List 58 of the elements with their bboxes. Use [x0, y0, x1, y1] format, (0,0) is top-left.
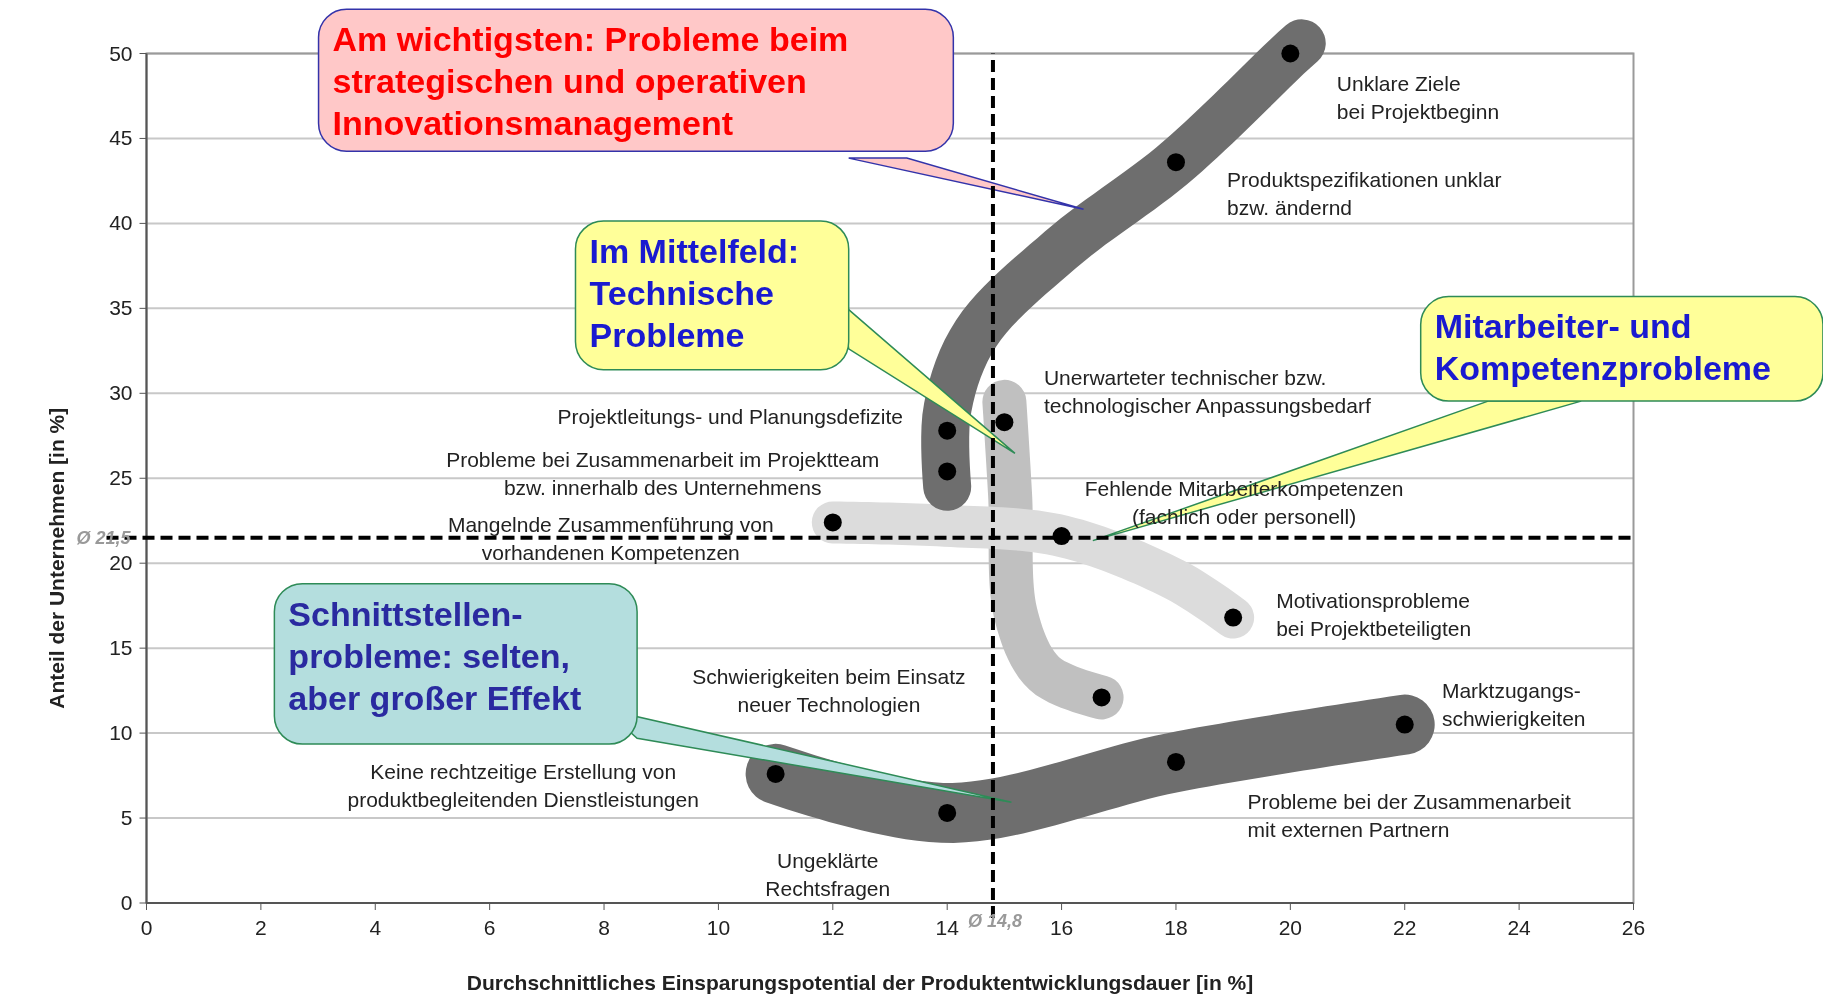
point	[766, 764, 785, 783]
x-tick-label: 22	[1393, 916, 1417, 939]
y-tick-label: 15	[109, 636, 133, 660]
y-tick-label: 5	[120, 806, 133, 830]
y-tick-label: 40	[109, 211, 133, 235]
point	[1281, 44, 1300, 63]
y-tick-label: 20	[109, 551, 133, 575]
y-tick-label: 45	[109, 126, 133, 150]
annotation: Am wichtigsten: Probleme beim strategischen und operativen Innovationsmanagement	[332, 20, 849, 143]
annotation: Schwierigkeiten beim Einsatz neuer Technologien	[692, 664, 966, 716]
annotation: Unklare Ziele bei Projektbeginn	[1336, 71, 1500, 123]
point	[938, 421, 957, 440]
point	[938, 462, 957, 481]
x-tick-label: 16	[1049, 916, 1074, 939]
annotation: Keine rechtzeitige Erstellung von produktbegleitenden Dienstleistungen	[347, 759, 699, 811]
x-tick-label: 6	[483, 916, 496, 939]
y-axis-title: Anteil der Unternehmen [in %]	[45, 407, 68, 709]
ref-line-label: Ø 21,5	[76, 527, 132, 548]
ref-line-label: Ø 14,8	[967, 911, 1022, 931]
x-tick-label: 20	[1278, 916, 1303, 939]
point	[938, 803, 957, 822]
annotation: Projektleitungs- und Planungsdefizite	[557, 404, 904, 428]
x-tick-label: 0	[140, 916, 153, 939]
annotation: Motivationsprobleme bei Projektbeteiligten	[1276, 589, 1472, 641]
point	[995, 413, 1014, 432]
x-tick-label: 14	[935, 916, 960, 939]
y-tick-label: 0	[120, 891, 133, 914]
point	[1052, 527, 1071, 546]
annotation: Marktzugangs- schwierigkeiten	[1441, 678, 1586, 730]
y-tick-label: 25	[109, 466, 133, 490]
annotation: Produktspezifikationen unklar bzw. ändernd	[1227, 167, 1502, 219]
point	[1092, 688, 1111, 707]
x-tick-label: 12	[821, 916, 845, 939]
y-tick-label: 10	[109, 721, 133, 745]
y-tick-label: 30	[109, 381, 133, 405]
y-tick-label: 50	[109, 41, 133, 65]
x-tick-label: 8	[598, 916, 610, 939]
annotation: Probleme bei Zusammenarbeit im Projektteam bzw. innerhalb des Unternehmens	[446, 448, 880, 500]
x-tick-label: 2	[255, 916, 267, 939]
y-tick-label: 35	[109, 296, 133, 320]
x-tick-label: 24	[1507, 916, 1532, 939]
point	[823, 513, 842, 532]
x-tick-label: 18	[1164, 916, 1188, 939]
x-tick-label: 4	[369, 916, 382, 939]
annotation: Im Mittelfeld: Technische Probleme	[589, 231, 800, 354]
x-tick-label: 26	[1621, 916, 1646, 939]
annotation: Mangelnde Zusammenführung von vorhandenen Kompetenzen	[447, 512, 774, 564]
annotation: Ungeklärte Rechtsfragen	[765, 849, 891, 901]
point	[1166, 153, 1185, 172]
annotation: Probleme bei der Zusammenarbeit mit externen Partnern	[1247, 790, 1571, 842]
annotation: Mitarbeiter- und Kompetenzprobleme	[1434, 307, 1771, 388]
point	[1224, 608, 1243, 627]
point	[1395, 715, 1414, 734]
x-axis-title: Durchschnittliches Einsparungspotential der Produktentwicklungsdauer [in %]	[466, 971, 1254, 994]
annotation: Unerwarteter technischer bzw. technologischer Anpassungsbedarf	[1043, 365, 1371, 417]
annotation: Schnittstellen- probleme: selten, aber großer Effekt	[288, 594, 582, 717]
x-tick-label: 10	[706, 916, 731, 939]
point	[1166, 752, 1185, 771]
